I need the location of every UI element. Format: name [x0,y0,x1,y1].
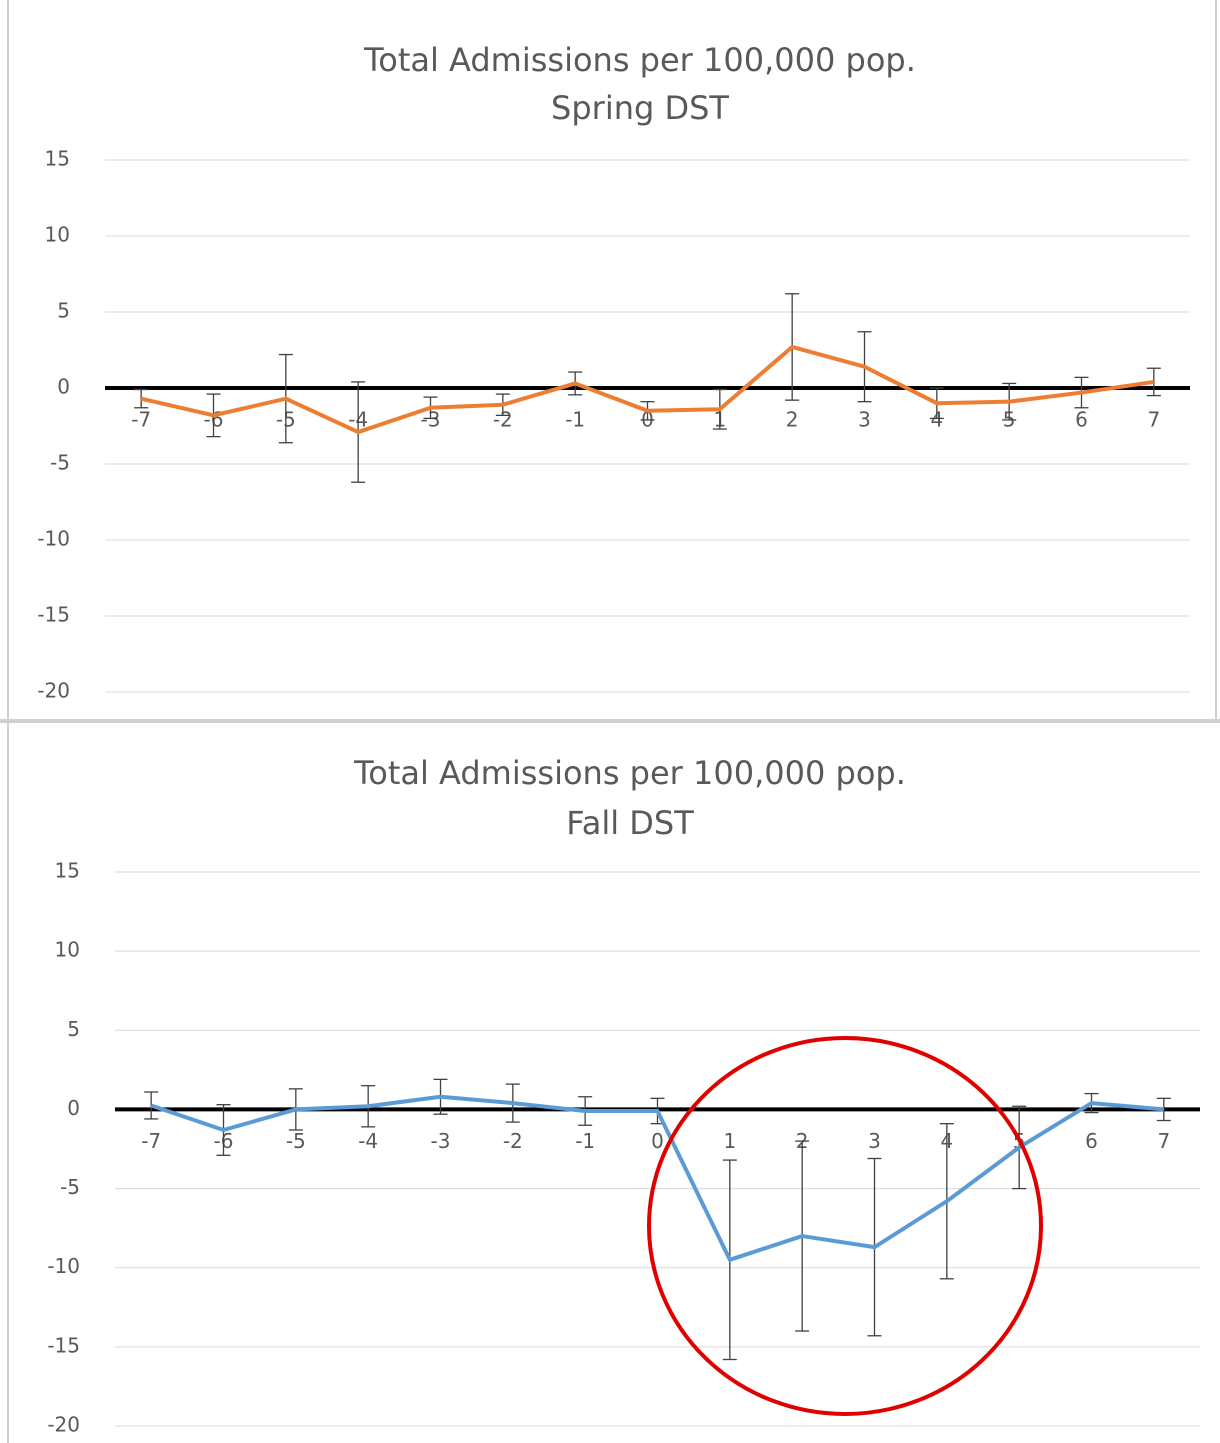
x-tick-label: 0 [651,1129,664,1153]
x-tick-label: 2 [786,408,799,432]
y-tick-label: 15 [55,859,80,883]
y-tick-label: -10 [37,527,70,551]
x-tick-label: 1 [723,1129,736,1153]
y-tick-label: -15 [47,1333,80,1357]
x-tick-label: -3 [421,408,441,432]
y-tick-label: 5 [67,1017,80,1041]
y-tick-label: -20 [47,1413,80,1437]
x-tick-label: -7 [131,408,151,432]
chart-title: Total Admissions per 100,000 pop. [353,754,906,792]
chart-subtitle: Spring DST [551,89,729,127]
y-tick-label: 10 [55,938,80,962]
highlight-circle [647,1036,1043,1416]
data-line [140,344,1155,435]
x-tick-label: -3 [431,1129,451,1153]
x-tick-label: 4 [930,408,943,432]
y-tick-label: 0 [67,1096,80,1120]
y-tick-label: -5 [50,451,70,475]
y-tick-label: -15 [37,603,70,627]
x-tick-label: -4 [358,1129,378,1153]
y-tick-label: 0 [57,375,70,399]
y-tick-label: -20 [37,679,70,703]
x-tick-label: 6 [1075,408,1088,432]
x-tick-label: 3 [858,408,871,432]
y-tick-label: 15 [45,147,70,171]
y-tick-label: 10 [45,223,70,247]
x-tick-label: -7 [141,1129,161,1153]
x-tick-label: 6 [1085,1129,1098,1153]
y-tick-label: 5 [57,299,70,323]
chart-title: Total Admissions per 100,000 pop. [363,41,916,79]
x-tick-label: -2 [493,408,513,432]
x-tick-label: 3 [868,1129,881,1153]
data-line [150,1094,1165,1262]
chart-subtitle: Fall DST [566,804,694,842]
y-tick-label: -5 [60,1175,80,1199]
x-tick-label: -2 [503,1129,523,1153]
x-tick-label: 7 [1157,1129,1170,1153]
plots: Total Admissions per 100,000 pop. Spring … [37,41,1200,1437]
y-tick-label: -10 [47,1254,80,1278]
x-tick-label: -1 [565,408,585,432]
x-tick-label: -1 [575,1129,595,1153]
x-tick-label: -5 [286,1129,306,1153]
x-tick-label: 7 [1147,408,1160,432]
